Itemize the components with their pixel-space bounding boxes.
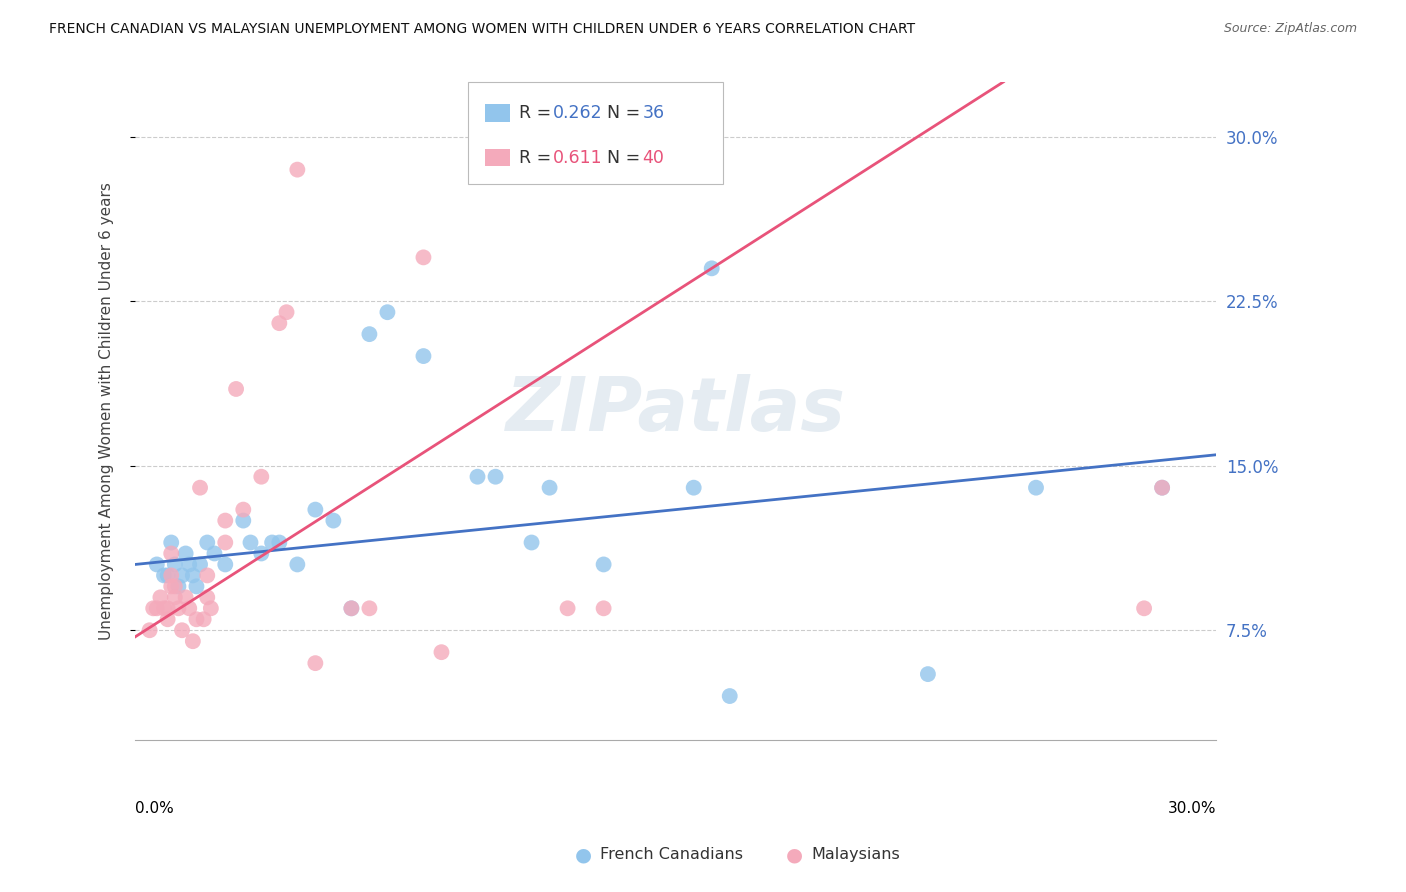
Point	[188, 558, 211, 572]
Point	[181, 568, 204, 582]
Point	[592, 601, 614, 615]
Point	[186, 612, 208, 626]
Text: Source: ZipAtlas.com: Source: ZipAtlas.com	[1223, 22, 1357, 36]
Point	[195, 591, 218, 605]
Point	[214, 535, 236, 549]
Point	[592, 558, 614, 572]
Point	[138, 624, 160, 638]
Point	[146, 601, 169, 615]
Point	[167, 601, 190, 615]
Point	[1025, 481, 1047, 495]
Point	[186, 579, 208, 593]
Y-axis label: Unemployment Among Women with Children Under 6 years: Unemployment Among Women with Children U…	[100, 182, 114, 640]
Point	[1152, 481, 1174, 495]
Point	[232, 514, 254, 528]
Point	[156, 612, 179, 626]
Text: N =: N =	[596, 149, 645, 167]
Point	[214, 514, 236, 528]
Point	[225, 382, 247, 396]
Point	[250, 469, 273, 483]
Point	[538, 481, 561, 495]
Point	[557, 601, 579, 615]
Point	[304, 656, 326, 670]
Point	[160, 579, 183, 593]
Text: 0.611: 0.611	[553, 149, 602, 167]
Point	[160, 546, 183, 560]
Text: R =: R =	[519, 149, 557, 167]
Text: 0.0%: 0.0%	[135, 801, 174, 816]
Point	[276, 305, 298, 319]
Point	[181, 634, 204, 648]
Text: ZIPatlas: ZIPatlas	[506, 375, 845, 448]
Point	[917, 667, 939, 681]
Point	[700, 261, 723, 276]
Point	[153, 601, 176, 615]
Point	[193, 612, 215, 626]
Point	[170, 568, 193, 582]
Point	[167, 579, 190, 593]
Point	[262, 535, 284, 549]
Point	[377, 305, 399, 319]
Text: ●: ●	[575, 845, 592, 864]
Point	[412, 349, 434, 363]
Point	[484, 469, 506, 483]
Point	[269, 535, 291, 549]
Point	[412, 251, 434, 265]
Point	[718, 689, 741, 703]
Point	[232, 502, 254, 516]
Point	[214, 558, 236, 572]
Point	[163, 591, 186, 605]
Text: FRENCH CANADIAN VS MALAYSIAN UNEMPLOYMENT AMONG WOMEN WITH CHILDREN UNDER 6 YEAR: FRENCH CANADIAN VS MALAYSIAN UNEMPLOYMEN…	[49, 22, 915, 37]
Point	[188, 481, 211, 495]
Point	[430, 645, 453, 659]
Point	[322, 514, 344, 528]
Point	[163, 558, 186, 572]
Point	[195, 568, 218, 582]
Point	[682, 481, 704, 495]
Point	[340, 601, 363, 615]
Point	[467, 469, 489, 483]
Point	[160, 568, 183, 582]
Point	[170, 624, 193, 638]
Point	[359, 327, 381, 342]
Text: 36: 36	[643, 104, 665, 122]
Text: Malaysians: Malaysians	[811, 847, 900, 862]
Text: R =: R =	[519, 104, 557, 122]
Point	[160, 535, 183, 549]
Point	[146, 558, 169, 572]
Point	[142, 601, 165, 615]
Text: N =: N =	[596, 104, 645, 122]
Text: French Canadians: French Canadians	[600, 847, 744, 862]
Point	[285, 558, 308, 572]
Point	[163, 579, 186, 593]
Point	[174, 591, 197, 605]
Point	[340, 601, 363, 615]
Point	[304, 502, 326, 516]
Point	[204, 546, 226, 560]
Point	[1152, 481, 1174, 495]
Point	[149, 591, 172, 605]
Text: 40: 40	[643, 149, 664, 167]
Text: 30.0%: 30.0%	[1167, 801, 1216, 816]
Point	[239, 535, 262, 549]
Point	[156, 601, 179, 615]
Point	[200, 601, 222, 615]
Point	[179, 558, 201, 572]
Point	[174, 546, 197, 560]
Point	[195, 535, 218, 549]
Point	[179, 601, 201, 615]
Point	[250, 546, 273, 560]
Text: ●: ●	[786, 845, 803, 864]
Text: 0.262: 0.262	[553, 104, 602, 122]
Point	[359, 601, 381, 615]
Point	[520, 535, 543, 549]
Point	[156, 568, 179, 582]
Point	[269, 316, 291, 330]
Point	[153, 568, 176, 582]
Point	[1133, 601, 1156, 615]
Point	[285, 162, 308, 177]
